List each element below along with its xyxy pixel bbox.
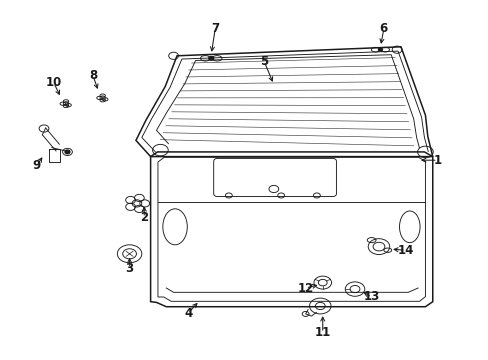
Text: 9: 9: [33, 159, 41, 172]
Text: 2: 2: [140, 211, 148, 224]
Circle shape: [378, 48, 382, 51]
Circle shape: [65, 150, 70, 154]
Text: 8: 8: [89, 69, 97, 82]
Text: 10: 10: [45, 76, 62, 89]
Text: 13: 13: [363, 291, 379, 303]
Text: 5: 5: [260, 55, 267, 68]
Text: 3: 3: [125, 262, 133, 275]
Text: 12: 12: [297, 282, 313, 294]
Text: 7: 7: [211, 22, 219, 35]
Text: 1: 1: [433, 154, 441, 167]
Circle shape: [208, 57, 213, 60]
Text: 14: 14: [397, 244, 413, 257]
Text: 4: 4: [184, 307, 192, 320]
Text: 11: 11: [314, 327, 330, 339]
Text: 6: 6: [379, 22, 387, 35]
